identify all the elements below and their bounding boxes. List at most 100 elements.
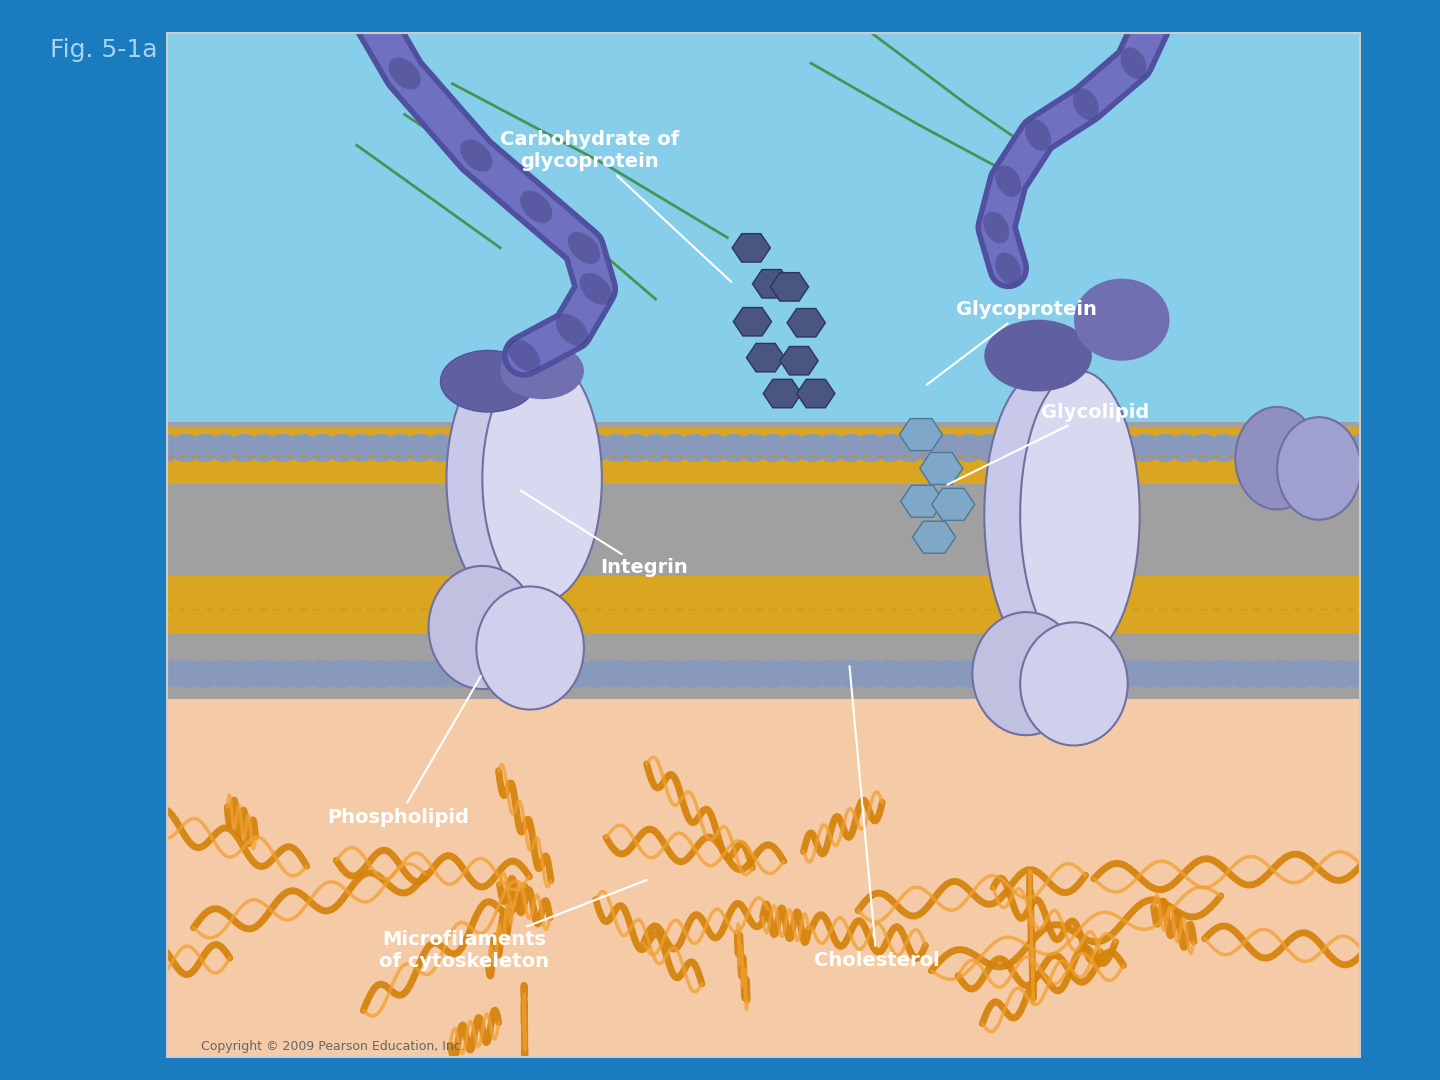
Circle shape <box>1267 434 1297 461</box>
Ellipse shape <box>389 57 420 90</box>
Polygon shape <box>780 347 818 375</box>
Circle shape <box>835 660 867 687</box>
Circle shape <box>1228 434 1259 461</box>
Polygon shape <box>763 379 802 408</box>
Circle shape <box>523 660 553 687</box>
Ellipse shape <box>995 253 1021 284</box>
Ellipse shape <box>556 314 588 346</box>
Circle shape <box>287 434 318 461</box>
Ellipse shape <box>446 355 566 602</box>
Ellipse shape <box>985 372 1104 658</box>
Circle shape <box>189 434 220 461</box>
Circle shape <box>248 660 279 687</box>
Circle shape <box>189 660 220 687</box>
Ellipse shape <box>429 566 536 689</box>
Circle shape <box>384 660 416 687</box>
Circle shape <box>425 434 455 461</box>
Circle shape <box>1345 434 1377 461</box>
Ellipse shape <box>985 320 1092 391</box>
Circle shape <box>1326 434 1356 461</box>
Polygon shape <box>920 453 963 485</box>
Circle shape <box>894 434 926 461</box>
Circle shape <box>876 660 906 687</box>
Circle shape <box>287 660 318 687</box>
Polygon shape <box>900 419 943 450</box>
Polygon shape <box>932 488 975 521</box>
Circle shape <box>816 660 847 687</box>
Ellipse shape <box>441 350 536 411</box>
Circle shape <box>1188 660 1220 687</box>
Circle shape <box>1247 660 1279 687</box>
Ellipse shape <box>477 586 585 710</box>
Circle shape <box>1090 434 1122 461</box>
Circle shape <box>719 434 749 461</box>
Text: Cholesterol: Cholesterol <box>814 666 940 971</box>
Circle shape <box>894 660 926 687</box>
Circle shape <box>1012 434 1043 461</box>
Ellipse shape <box>972 612 1080 735</box>
Circle shape <box>639 434 671 461</box>
Circle shape <box>541 434 573 461</box>
Ellipse shape <box>1236 407 1319 510</box>
Polygon shape <box>900 485 943 517</box>
Circle shape <box>1130 660 1161 687</box>
Circle shape <box>464 660 494 687</box>
Polygon shape <box>732 233 770 262</box>
Circle shape <box>1110 434 1142 461</box>
Circle shape <box>1267 660 1297 687</box>
Circle shape <box>405 660 436 687</box>
Circle shape <box>1208 660 1240 687</box>
Circle shape <box>1247 434 1279 461</box>
Circle shape <box>933 660 965 687</box>
Circle shape <box>737 434 769 461</box>
Ellipse shape <box>1020 622 1128 745</box>
Circle shape <box>914 434 945 461</box>
Circle shape <box>523 434 553 461</box>
Ellipse shape <box>1020 372 1139 658</box>
Circle shape <box>778 660 808 687</box>
Circle shape <box>639 660 671 687</box>
Ellipse shape <box>353 0 384 28</box>
Circle shape <box>248 434 279 461</box>
Circle shape <box>209 434 240 461</box>
Circle shape <box>1306 660 1338 687</box>
Circle shape <box>170 434 200 461</box>
Ellipse shape <box>1277 417 1361 519</box>
Circle shape <box>1228 660 1259 687</box>
Circle shape <box>621 660 651 687</box>
Circle shape <box>444 434 475 461</box>
Bar <box>166 577 1361 633</box>
Text: Integrin: Integrin <box>520 490 687 578</box>
Circle shape <box>582 434 612 461</box>
Circle shape <box>307 434 338 461</box>
Text: Fig. 5-1a: Fig. 5-1a <box>50 38 158 62</box>
Circle shape <box>425 660 455 687</box>
Bar <box>166 32 1361 700</box>
Circle shape <box>953 434 985 461</box>
Ellipse shape <box>508 339 540 372</box>
Polygon shape <box>746 343 785 372</box>
Circle shape <box>719 660 749 687</box>
Ellipse shape <box>567 232 600 264</box>
Bar <box>166 422 1361 700</box>
Circle shape <box>1051 434 1083 461</box>
Circle shape <box>229 434 259 461</box>
Ellipse shape <box>1073 89 1099 120</box>
Circle shape <box>778 434 808 461</box>
Circle shape <box>384 434 416 461</box>
Polygon shape <box>913 522 956 553</box>
Bar <box>166 428 1361 484</box>
Circle shape <box>1012 660 1043 687</box>
Circle shape <box>229 660 259 687</box>
Circle shape <box>268 434 298 461</box>
Ellipse shape <box>500 342 585 400</box>
Circle shape <box>1326 660 1356 687</box>
Circle shape <box>1032 660 1063 687</box>
Circle shape <box>1149 434 1181 461</box>
Ellipse shape <box>580 273 612 305</box>
Circle shape <box>268 660 298 687</box>
Ellipse shape <box>520 191 552 222</box>
Circle shape <box>1188 434 1220 461</box>
Ellipse shape <box>1025 119 1051 151</box>
Circle shape <box>1169 660 1200 687</box>
